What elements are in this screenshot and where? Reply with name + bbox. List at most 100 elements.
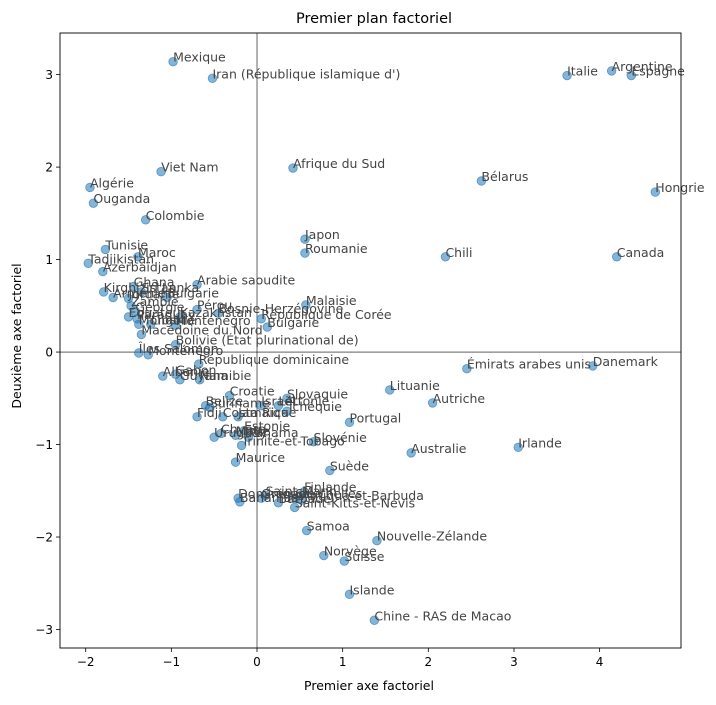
point-label: Roumanie bbox=[305, 241, 368, 256]
point-label: Namibie bbox=[200, 368, 252, 383]
point-label: République dominicaine bbox=[199, 352, 350, 367]
point-label: Pérou bbox=[197, 298, 232, 313]
data-point bbox=[476, 176, 487, 186]
point-label: Hongrie bbox=[655, 180, 705, 195]
point-label: Liban bbox=[151, 312, 185, 327]
data-point bbox=[108, 292, 118, 303]
data-point bbox=[562, 70, 572, 81]
point-label: Monténégro bbox=[176, 313, 251, 328]
point-label: Norvège bbox=[324, 544, 377, 559]
data-point bbox=[372, 536, 382, 546]
data-point bbox=[256, 493, 266, 503]
data-point bbox=[256, 314, 266, 324]
data-point bbox=[140, 215, 151, 225]
x-tick-label: 0 bbox=[253, 655, 261, 669]
point-label: Panama bbox=[248, 425, 298, 440]
point-label: Chine - RAS de Macao bbox=[374, 608, 511, 623]
point-label: Azerbaïdjan bbox=[103, 260, 177, 275]
point-label: Lituanie bbox=[390, 378, 440, 393]
data-point bbox=[175, 375, 185, 385]
point-label: Arménie bbox=[113, 285, 166, 300]
point-label: Lettonie bbox=[278, 394, 329, 409]
point-label: Slovaquie bbox=[287, 386, 348, 401]
chart-title: Premier plan factoriel bbox=[296, 11, 452, 27]
data-point bbox=[301, 300, 311, 310]
point-label: Afrique du Sud bbox=[293, 156, 385, 171]
point-label: Islande bbox=[350, 582, 395, 597]
y-tick-label: −2 bbox=[35, 531, 53, 545]
data-point bbox=[224, 390, 235, 401]
data-point bbox=[339, 556, 350, 566]
point-label: Ghana bbox=[134, 274, 175, 289]
data-point bbox=[288, 163, 298, 173]
point-label: Belize bbox=[206, 394, 244, 409]
point-label: Bulgarie bbox=[167, 285, 219, 300]
point-label: Sri Lanka bbox=[141, 280, 199, 295]
data-point bbox=[230, 430, 241, 440]
data-point bbox=[319, 550, 329, 561]
x-tick-label: 3 bbox=[510, 655, 518, 669]
data-point bbox=[85, 182, 95, 193]
y-tick-label: −1 bbox=[35, 438, 53, 452]
data-point bbox=[146, 319, 156, 330]
data-point bbox=[143, 350, 153, 360]
point-label: Bélarus bbox=[481, 169, 528, 184]
point-label: Irlande bbox=[518, 435, 562, 450]
point-label: Monténégro bbox=[148, 343, 223, 358]
reference-lines bbox=[60, 33, 681, 648]
data-point bbox=[344, 417, 355, 428]
data-point bbox=[88, 198, 99, 208]
point-label: Bahamas bbox=[240, 490, 298, 505]
x-tick-label: −1 bbox=[163, 655, 181, 669]
point-label: Croatie bbox=[230, 384, 275, 399]
point-label: Mexique bbox=[173, 50, 226, 65]
data-point bbox=[170, 339, 181, 350]
point-label: Arabie saoudite bbox=[197, 273, 295, 288]
y-tick-label: 2 bbox=[45, 161, 53, 175]
point-label: Iran (République islamique d') bbox=[212, 66, 400, 81]
data-point bbox=[134, 348, 144, 358]
data-point bbox=[256, 400, 266, 411]
point-label: Malte bbox=[236, 423, 271, 438]
point-label: Saint-Kitts-et-Nevis bbox=[295, 495, 415, 510]
point-label: Chypre bbox=[221, 421, 266, 436]
data-point bbox=[136, 329, 147, 340]
data-point bbox=[213, 308, 224, 318]
data-point bbox=[612, 252, 622, 262]
data-point bbox=[200, 400, 211, 411]
plot-frame bbox=[59, 32, 682, 649]
point-label: Gabon bbox=[176, 362, 217, 377]
point-label: Saint-Marin bbox=[266, 483, 337, 498]
data-points bbox=[83, 56, 661, 625]
data-point bbox=[230, 457, 241, 467]
point-label: Nouvelle-Zélande bbox=[377, 529, 487, 544]
point-label: Bosnie-Herzégovine bbox=[218, 301, 343, 316]
data-point bbox=[162, 292, 172, 303]
point-label: Portugal bbox=[350, 410, 402, 425]
data-point bbox=[243, 432, 254, 442]
point-label: Autriche bbox=[433, 391, 486, 406]
x-tick-label: 2 bbox=[424, 655, 432, 669]
data-point bbox=[192, 279, 202, 290]
data-point bbox=[239, 425, 249, 436]
data-point bbox=[462, 364, 472, 374]
point-label: Italie bbox=[567, 64, 598, 79]
data-point bbox=[513, 442, 523, 453]
data-point bbox=[308, 437, 319, 447]
point-label: Suisse bbox=[344, 549, 384, 564]
point-label: Guyana bbox=[180, 368, 228, 383]
data-point bbox=[440, 252, 451, 262]
point-label: Uruguay bbox=[214, 425, 268, 440]
point-label: Macédoine du Nord bbox=[141, 322, 262, 337]
data-point bbox=[325, 465, 335, 476]
data-point bbox=[650, 187, 661, 197]
point-label: Chili bbox=[445, 245, 472, 260]
data-point bbox=[282, 393, 292, 404]
point-label: Tadjikistan bbox=[87, 251, 154, 266]
point-label: Bolivie (État plurinational de) bbox=[176, 333, 359, 348]
data-point bbox=[235, 497, 245, 507]
point-label: Kirghizistan bbox=[104, 280, 177, 295]
point-label: Japon bbox=[304, 227, 340, 242]
